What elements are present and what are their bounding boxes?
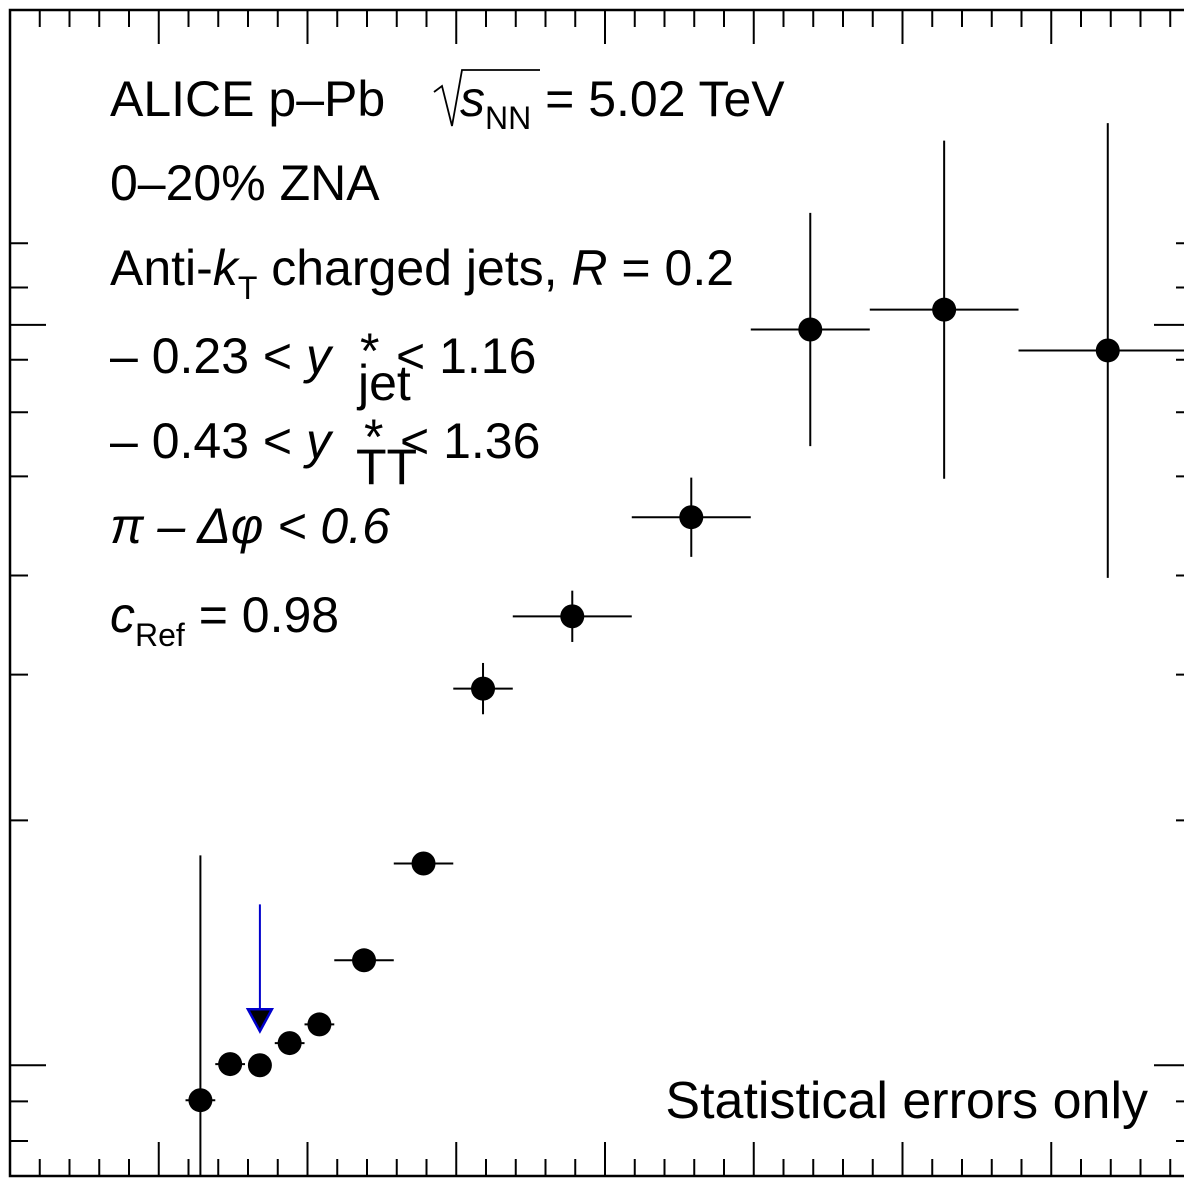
data-point	[798, 317, 823, 342]
data-point	[352, 948, 377, 973]
data-point	[1095, 338, 1120, 363]
sqrt-symbol	[433, 69, 540, 127]
data-point	[560, 604, 585, 629]
data-point	[679, 505, 704, 530]
data-point	[411, 851, 436, 876]
yjet-star: *	[360, 323, 379, 379]
cref-label: cRef = 0.98	[110, 587, 339, 653]
data-point	[277, 1031, 302, 1056]
data-point	[471, 676, 496, 701]
yjet-upper: < 1.16	[396, 328, 536, 384]
ytt-sub: TT	[356, 439, 417, 495]
ytt-upper: < 1.36	[400, 413, 540, 469]
upper-limit-arrowhead	[245, 1007, 275, 1034]
upper-limit-point	[247, 1053, 272, 1078]
axis-ticks	[10, 10, 1184, 1176]
ytt-label: – 0.43 < y	[110, 413, 334, 469]
yjet-label: – 0.23 < y	[110, 328, 334, 384]
statistical-errors-note: Statistical errors only	[665, 1072, 1148, 1130]
data-marks	[185, 123, 1184, 1176]
data-point	[218, 1052, 243, 1077]
collaboration-label: ALICE p–Pb	[110, 71, 385, 127]
data-point	[307, 1012, 332, 1037]
jet-label: Anti-kT charged jets, R = 0.2	[110, 240, 734, 306]
dphi-label: π – Δφ < 0.6	[110, 498, 390, 554]
data-point	[932, 297, 957, 322]
centrality-label: 0–20% ZNA	[110, 155, 380, 211]
ytt-star: *	[364, 409, 383, 465]
data-point	[188, 1088, 213, 1113]
yjet-sub: jet	[356, 355, 411, 411]
energy-label: sNN = 5.02 TeV	[460, 71, 785, 136]
